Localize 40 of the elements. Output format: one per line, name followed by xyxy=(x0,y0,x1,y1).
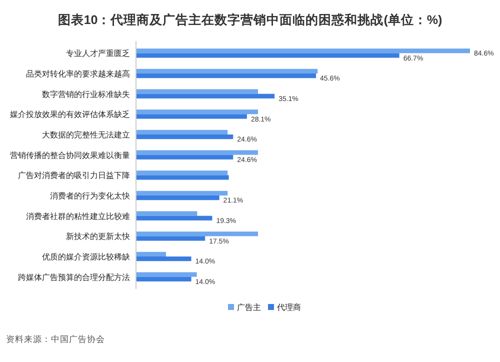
bar xyxy=(136,170,228,176)
y-tick-label: 跨媒体广告预算的合理分配方法 xyxy=(18,272,130,282)
y-tick-label: 广告对消费者的吸引力日益下降 xyxy=(18,171,130,180)
text: 资料来源：中国广告协会 xyxy=(6,334,105,344)
bar xyxy=(136,94,275,98)
bar xyxy=(136,190,228,196)
bar xyxy=(136,232,258,236)
y-tick-label: 品类对转化率的要求越来越高 xyxy=(26,70,130,78)
bar xyxy=(136,130,228,134)
bar xyxy=(136,150,258,155)
bar xyxy=(136,114,247,119)
bar xyxy=(136,134,234,140)
y-tick-label: 数字营销的行业标准缺失 xyxy=(42,90,130,99)
bar xyxy=(136,175,229,180)
bar xyxy=(136,236,206,241)
y-tick-label: 大数据的完整性无法建立 xyxy=(42,130,130,140)
bar xyxy=(136,53,400,58)
chart-title: 图表10：代理商及广告主在数字营销中面临的困惑和挑战(单位：%) xyxy=(58,12,442,27)
bar xyxy=(136,216,212,220)
y-tick-label: 优质的媒介资源比较稀缺 xyxy=(42,252,130,262)
y-tick-label: 媒介投放效果的有效评估体系缺乏 xyxy=(10,110,130,120)
legend-label: 广告主 xyxy=(237,303,261,312)
bar xyxy=(136,74,316,78)
bar xyxy=(136,48,470,54)
legend-label: 代理商 xyxy=(276,303,301,312)
y-tick-label: 专业人才严重匮乏 xyxy=(66,49,130,58)
bar xyxy=(136,110,258,114)
y-tick-label: 消费者的行为变化太快 xyxy=(50,192,130,200)
bar xyxy=(136,89,258,94)
bar xyxy=(136,68,318,74)
bar xyxy=(136,256,192,262)
bar xyxy=(136,211,198,216)
bar xyxy=(136,154,234,160)
bar xyxy=(136,196,220,200)
y-tick-label: 消费者社群的粘性建立比较难 xyxy=(26,212,130,221)
y-tick-label: 新技术的更新太快 xyxy=(66,232,130,242)
bar xyxy=(136,276,192,282)
y-tick-label: 营销传播的整合协同效果难以衡量 xyxy=(10,150,130,160)
bar xyxy=(136,272,197,277)
bar xyxy=(136,252,166,256)
